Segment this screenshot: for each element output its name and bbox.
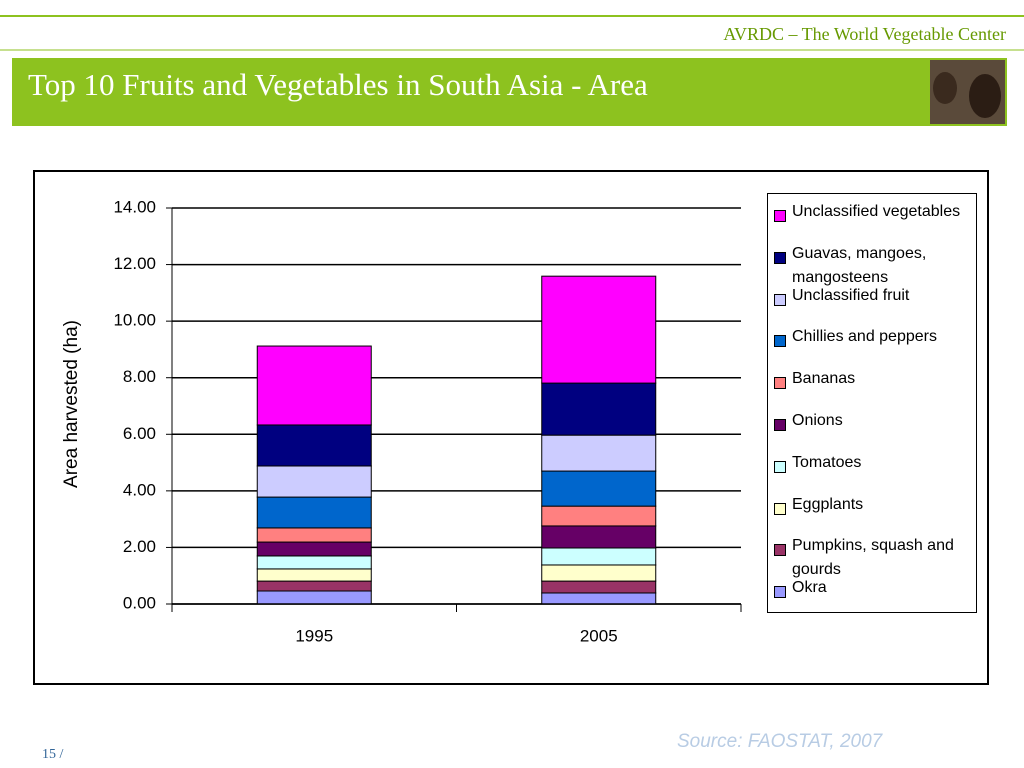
legend: Unclassified vegetables Guavas, mangoes, … xyxy=(767,193,977,613)
legend-swatch xyxy=(774,460,786,473)
y-tick-label: 6.00 xyxy=(123,424,156,443)
bar-segment xyxy=(256,568,372,582)
bar-segment xyxy=(541,275,657,384)
legend-swatch xyxy=(774,335,786,348)
legend-swatch xyxy=(774,293,786,306)
legend-swatch xyxy=(774,502,786,515)
bar-segment xyxy=(541,525,657,549)
photo xyxy=(969,74,1001,118)
y-axis-label: Area harvested (ha) xyxy=(61,320,82,488)
legend-label: Tomatoes xyxy=(792,453,862,471)
legend-label: Onions xyxy=(792,412,843,429)
title-bar xyxy=(12,58,1007,126)
bar-segment xyxy=(256,465,372,498)
photo xyxy=(933,72,957,104)
y-tick-label: 4.00 xyxy=(123,480,156,499)
bar-segment xyxy=(256,345,372,426)
bar-segment xyxy=(256,527,372,543)
bar-segment xyxy=(541,470,657,507)
y-tick-label: 8.00 xyxy=(123,367,156,386)
y-tick-label: 2.00 xyxy=(123,537,156,556)
bar-segment xyxy=(541,564,657,582)
bar-segment xyxy=(256,580,372,592)
bar-segment xyxy=(541,592,657,605)
legend-swatch xyxy=(774,544,786,557)
bar-segment xyxy=(541,382,657,436)
legend-swatch xyxy=(774,419,786,431)
y-tick-label: 12.00 xyxy=(113,254,156,273)
legend-swatch xyxy=(774,586,786,599)
legend-swatch xyxy=(774,377,786,390)
bar-segment xyxy=(256,590,372,605)
bar-segment xyxy=(541,580,657,594)
bar-segment xyxy=(256,555,372,570)
legend-label: Pumpkins, squash and gourds xyxy=(792,537,954,579)
legend-label: Unclassified fruit xyxy=(792,286,910,304)
legend-swatch xyxy=(774,251,786,264)
x-tick-label: 1995 xyxy=(295,626,333,645)
source: Source: FAOSTAT, 2007 xyxy=(677,731,884,752)
bar-segment xyxy=(541,434,657,472)
legend-label: Bananas xyxy=(792,370,856,388)
x-tick-label: 2005 xyxy=(580,626,618,645)
legend-label: Guavas, mangoes, mangosteens xyxy=(792,244,927,286)
legend-label: Unclassified vegetables xyxy=(792,203,961,220)
bar-segment xyxy=(256,541,372,557)
bar-segment xyxy=(256,424,372,467)
y-tick-label: 10.00 xyxy=(113,311,156,330)
legend-swatch xyxy=(774,210,786,222)
page-number: 15 / xyxy=(42,747,64,762)
legend-label: Chillies and peppers xyxy=(792,328,937,346)
bar-segment xyxy=(541,505,657,527)
bar-segment xyxy=(541,547,657,566)
bar-segment xyxy=(256,496,372,529)
legend-label: Okra xyxy=(792,579,827,597)
legend-label: Eggplants xyxy=(792,495,864,513)
org-name: AVRDC – The World Vegetable Center xyxy=(723,24,1006,44)
slide-title: Top 10 Fruits and Vegetables in South As… xyxy=(28,67,648,102)
y-tick-label: 0.00 xyxy=(123,593,156,612)
y-tick-label: 14.00 xyxy=(113,197,156,216)
